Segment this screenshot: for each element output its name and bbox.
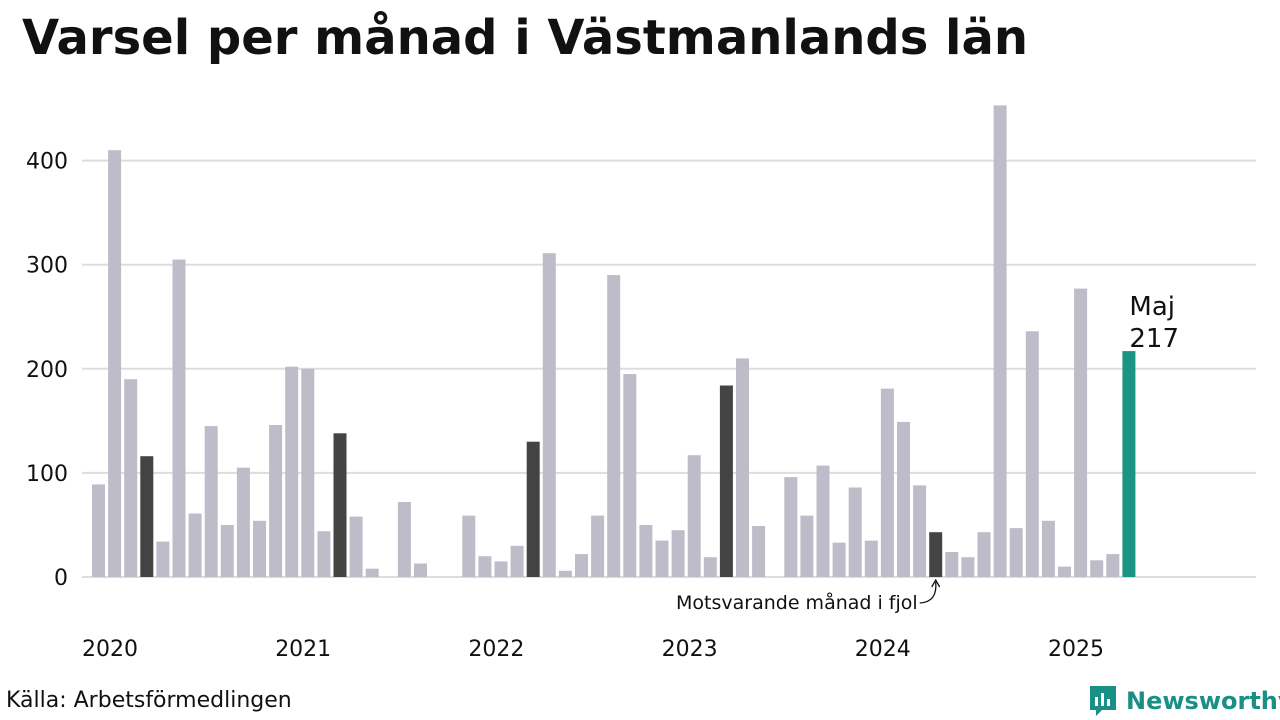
- y-axis-ticks: 0 100 200 300 400: [26, 150, 68, 591]
- bar: [1041, 520, 1055, 577]
- x-tick-label: 2025: [1048, 637, 1104, 662]
- bar: [494, 561, 508, 577]
- bar: [188, 513, 202, 577]
- bar: [607, 275, 621, 577]
- y-tick-label: 400: [26, 150, 68, 175]
- bars: [92, 105, 1136, 578]
- bar: [269, 425, 283, 577]
- bar: [236, 467, 250, 577]
- bar: [108, 150, 122, 577]
- bar: [703, 557, 717, 577]
- bar: [1074, 288, 1088, 577]
- current-value-label: 217: [1129, 324, 1179, 354]
- bar: [687, 455, 701, 577]
- bar: [961, 557, 975, 577]
- bar: [124, 379, 138, 577]
- x-tick-label: 2024: [855, 637, 911, 662]
- bar: [462, 515, 476, 577]
- bar: [591, 515, 605, 577]
- bar: [301, 368, 315, 577]
- bar: [993, 105, 1007, 578]
- bar: [1009, 528, 1023, 577]
- bar: [897, 421, 910, 577]
- bar: [1090, 560, 1104, 577]
- bar: [913, 485, 927, 577]
- same-month-annotation: Motsvarande månad i fjol: [676, 591, 918, 614]
- bar: [285, 366, 299, 577]
- bar-current-month: [1122, 351, 1136, 577]
- bar: [784, 477, 798, 577]
- bar: [156, 541, 170, 577]
- annotation-arrowhead: [931, 578, 941, 588]
- newsworthy-chart-icon: [1090, 686, 1116, 716]
- y-tick-label: 100: [26, 462, 68, 487]
- bar-same-month-last-year: [526, 441, 540, 577]
- x-tick-label: 2023: [662, 637, 718, 662]
- logo-text: Newsworthy: [1126, 687, 1280, 715]
- bar: [92, 484, 105, 577]
- bar: [478, 556, 492, 577]
- bar: [397, 502, 411, 577]
- bar: [317, 531, 331, 577]
- bar: [253, 520, 266, 577]
- y-tick-label: 0: [54, 566, 68, 591]
- bar: [639, 525, 653, 577]
- annotations: Maj 217 Motsvarande månad i fjol: [676, 292, 1179, 614]
- bar: [736, 358, 749, 577]
- x-axis-ticks: 2020 2021 2022 2023 2024 2025: [82, 637, 1104, 662]
- newsworthy-logo: Newsworthy: [1088, 684, 1280, 718]
- bar: [172, 259, 186, 577]
- bar: [1058, 566, 1071, 577]
- bar: [575, 554, 588, 577]
- annotation-arrow: [919, 581, 937, 604]
- bar: [752, 526, 766, 577]
- bar-same-month-last-year: [719, 385, 733, 577]
- bar: [414, 563, 427, 577]
- bar: [671, 530, 685, 577]
- bar: [864, 540, 878, 577]
- bar: [816, 465, 830, 577]
- bar: [510, 545, 524, 577]
- bar: [977, 532, 991, 577]
- bar: [880, 388, 894, 577]
- bar: [1106, 554, 1120, 577]
- y-tick-label: 300: [26, 254, 68, 279]
- bar-same-month-last-year: [333, 433, 347, 577]
- x-tick-label: 2020: [82, 637, 138, 662]
- chart-title: Varsel per månad i Västmanlands län: [22, 10, 1029, 66]
- y-tick-label: 200: [26, 358, 68, 383]
- bar: [365, 568, 379, 577]
- bar: [945, 552, 959, 577]
- bar: [832, 542, 846, 577]
- bar: [220, 525, 234, 577]
- bar-same-month-last-year: [929, 532, 943, 577]
- current-month-label: Maj: [1129, 292, 1175, 322]
- source-note: Källa: Arbetsförmedlingen: [6, 688, 292, 713]
- bar: [623, 374, 637, 577]
- bar: [542, 253, 556, 577]
- bar: [204, 426, 218, 577]
- bar-same-month-last-year: [140, 456, 154, 577]
- bar: [848, 487, 862, 577]
- bar: [558, 570, 572, 577]
- bar: [349, 516, 363, 577]
- bar: [800, 515, 814, 577]
- x-tick-label: 2021: [275, 637, 331, 662]
- bar: [1025, 331, 1039, 577]
- bar: [655, 540, 669, 577]
- x-tick-label: 2022: [468, 637, 524, 662]
